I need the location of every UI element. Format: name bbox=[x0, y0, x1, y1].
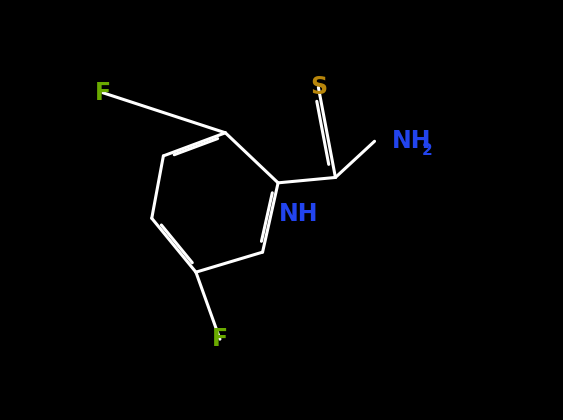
Text: F: F bbox=[212, 327, 228, 351]
Text: NH: NH bbox=[392, 129, 431, 153]
Text: 2: 2 bbox=[422, 144, 432, 158]
Text: NH: NH bbox=[279, 202, 319, 226]
Text: S: S bbox=[310, 75, 327, 100]
Text: F: F bbox=[95, 81, 111, 105]
